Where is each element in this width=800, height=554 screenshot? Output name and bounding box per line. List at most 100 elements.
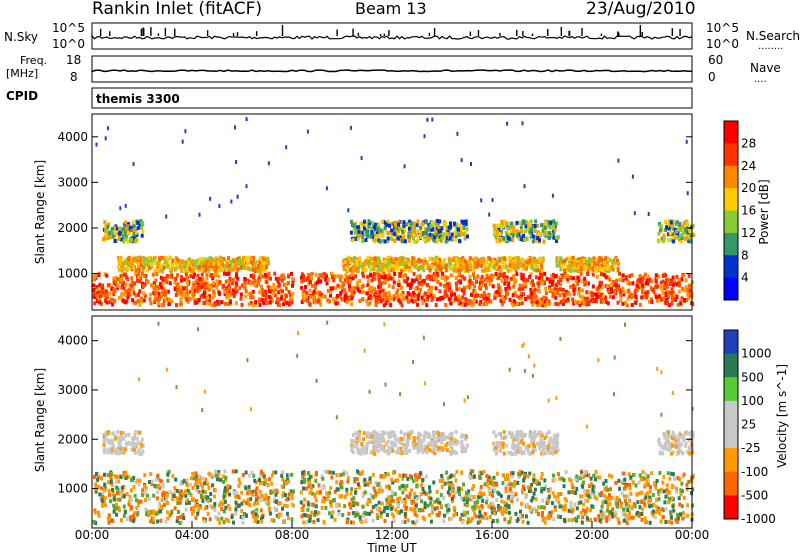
echo-cell: [578, 294, 582, 299]
echo-cell: [180, 294, 184, 299]
echo-cell: [161, 303, 165, 308]
echo-cell: [416, 219, 420, 224]
echo-cell: [166, 259, 170, 264]
echo-cell: [495, 266, 499, 271]
echo-cell: [391, 448, 395, 453]
echo-cell: [185, 281, 189, 286]
echo-cell: [665, 297, 669, 302]
echo-cell: [117, 479, 120, 484]
echo-cell: [496, 235, 500, 240]
echo-cell: [168, 266, 172, 271]
echo-cell: [599, 272, 603, 277]
echo-cell: [245, 255, 248, 260]
echo-cell: [386, 439, 390, 444]
echo-cell: [538, 268, 542, 273]
echo-cell: [504, 435, 508, 439]
echo-cell: [355, 230, 359, 235]
echo-cell: [198, 267, 202, 272]
echo-cell: [282, 302, 286, 307]
echo-cell: [521, 273, 525, 278]
echo-cell: [488, 263, 492, 268]
echo-cell: [538, 298, 542, 302]
echo-cell: [146, 493, 149, 498]
echo-cell: [386, 432, 390, 437]
echo-cell: [473, 289, 477, 294]
colorbar-swatch: [724, 143, 738, 167]
echo-cell: [466, 234, 469, 239]
echo-cell: [345, 257, 349, 262]
echo-cell: [505, 291, 509, 295]
echo-cell: [417, 435, 421, 440]
echo-cell: [281, 470, 285, 475]
echo-cell: [436, 436, 440, 441]
echo-cell: [552, 219, 556, 224]
echo-cell: [313, 285, 317, 290]
echo-cell: [243, 259, 247, 264]
echo-cell: [517, 445, 520, 450]
echo-cell: [208, 517, 212, 522]
echo-cell: [432, 434, 436, 439]
echo-cell: [402, 444, 406, 449]
echo-cell: [422, 438, 426, 443]
echo-cell: [384, 301, 388, 306]
echo-cell: [463, 259, 467, 264]
echo-cell: [222, 497, 226, 502]
echo-cell: [429, 224, 433, 228]
echo-cell: [199, 281, 203, 286]
echo-cell: [441, 433, 445, 438]
echo-cell: [184, 268, 188, 273]
echo-cell: [502, 299, 506, 304]
echo-cell: [415, 446, 419, 451]
echo-cell: [213, 488, 217, 493]
echo-cell: [501, 224, 505, 229]
echo-cell: [202, 477, 206, 481]
echo-cell: [104, 293, 107, 298]
echo-cell: [308, 294, 312, 299]
echo-cell: [166, 510, 170, 515]
echo-cell: [178, 521, 182, 525]
echo-cell: [372, 287, 376, 292]
echo-cell: [616, 261, 620, 266]
echo-cell: [355, 283, 359, 287]
echo-cell: [132, 265, 136, 270]
echo-cell: [500, 273, 504, 277]
echo-cell: [610, 474, 614, 479]
echo-cell: [207, 269, 211, 274]
echo-cell: [252, 259, 255, 264]
echo-cell: [662, 233, 666, 238]
echo-cell: [380, 297, 384, 302]
echo-cell: [307, 275, 311, 280]
echo-cell: [527, 443, 531, 448]
echo-cell: [480, 280, 484, 285]
echo-cell: [362, 431, 366, 436]
echo-cell: [533, 444, 536, 449]
echo-cell: [350, 271, 354, 276]
echo-cell: [659, 280, 663, 285]
echo-cell: [602, 299, 606, 304]
echo-cell: [439, 267, 443, 272]
echo-cell: [485, 260, 489, 265]
echo-cell: [119, 228, 123, 233]
echo-cell: [442, 236, 446, 240]
echo-cell: [639, 283, 643, 288]
echo-cell: [572, 259, 576, 264]
echo-cell: [541, 228, 545, 233]
echo-cell: [636, 280, 640, 285]
echo-cell: [438, 219, 442, 224]
echo-cell: [258, 290, 262, 295]
echo-cell: [579, 288, 583, 293]
echo-cell: [232, 520, 235, 525]
echo-cell: [545, 434, 549, 439]
echo-cell: [548, 235, 552, 240]
echo-cell: [547, 450, 551, 455]
echo-cell: [555, 288, 559, 293]
echo-cell: [301, 293, 305, 298]
echo-cell: [144, 489, 148, 494]
echo-cell: [512, 437, 516, 442]
echo-cell: [282, 273, 285, 278]
echo-cell: [223, 488, 227, 493]
echo-cell: [543, 299, 547, 304]
echo-cell: [598, 280, 602, 285]
echo-cell: [194, 264, 198, 269]
echo-cell: [127, 257, 131, 262]
